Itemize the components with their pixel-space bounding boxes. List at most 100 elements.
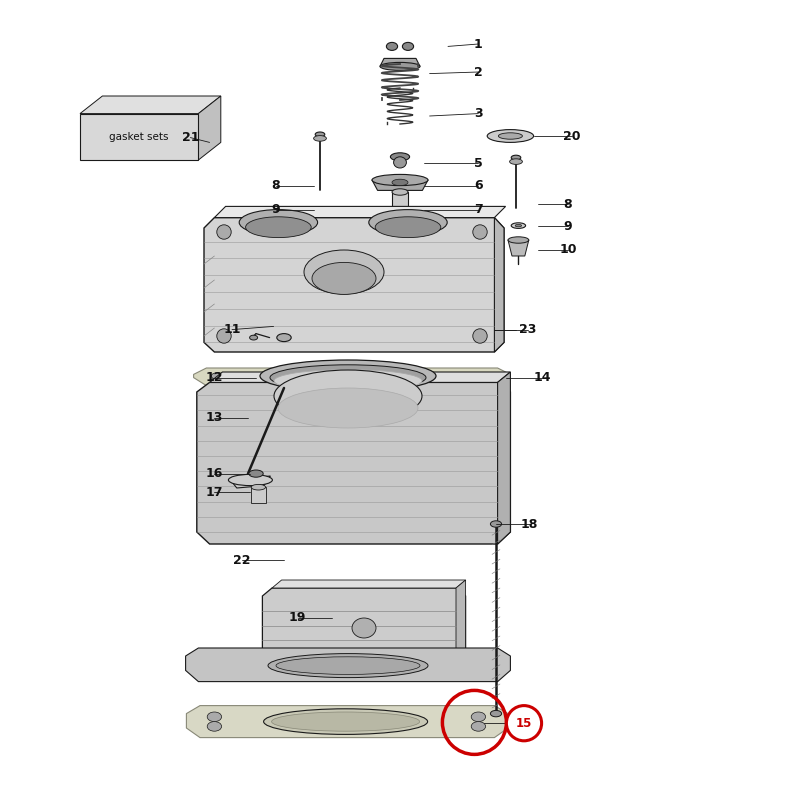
Ellipse shape <box>394 157 406 168</box>
Polygon shape <box>272 580 466 588</box>
Ellipse shape <box>490 710 502 717</box>
Polygon shape <box>214 206 506 218</box>
Text: 11: 11 <box>223 323 241 336</box>
Text: 18: 18 <box>521 518 538 530</box>
Ellipse shape <box>473 225 487 239</box>
Ellipse shape <box>375 217 441 238</box>
Ellipse shape <box>312 262 376 294</box>
Text: 19: 19 <box>289 611 306 624</box>
Ellipse shape <box>473 329 487 343</box>
Ellipse shape <box>217 329 231 343</box>
Text: 8: 8 <box>272 179 280 192</box>
Polygon shape <box>372 180 428 190</box>
Ellipse shape <box>304 250 384 294</box>
Text: gasket sets: gasket sets <box>110 132 169 142</box>
Ellipse shape <box>270 368 426 392</box>
Ellipse shape <box>272 712 420 731</box>
Text: 21: 21 <box>182 131 199 144</box>
Text: 7: 7 <box>474 203 482 216</box>
Ellipse shape <box>515 224 522 227</box>
Text: 2: 2 <box>474 66 482 78</box>
Text: 3: 3 <box>474 107 482 120</box>
Ellipse shape <box>270 365 426 390</box>
Polygon shape <box>204 218 504 352</box>
Ellipse shape <box>472 378 485 384</box>
Text: 15: 15 <box>516 717 532 730</box>
Polygon shape <box>80 96 221 114</box>
Ellipse shape <box>248 376 261 382</box>
Ellipse shape <box>211 373 224 379</box>
Ellipse shape <box>274 370 422 422</box>
Ellipse shape <box>249 470 263 477</box>
Polygon shape <box>494 218 504 352</box>
Text: 14: 14 <box>534 371 551 384</box>
Text: 13: 13 <box>206 411 223 424</box>
Text: 9: 9 <box>564 220 572 233</box>
Ellipse shape <box>217 225 231 239</box>
Bar <box>80 114 198 160</box>
Ellipse shape <box>318 209 326 212</box>
Ellipse shape <box>487 130 534 142</box>
Ellipse shape <box>402 42 414 50</box>
Ellipse shape <box>511 223 526 229</box>
Text: 9: 9 <box>272 203 280 216</box>
Text: 23: 23 <box>519 323 537 336</box>
Text: 8: 8 <box>564 198 572 210</box>
Ellipse shape <box>243 374 266 385</box>
Polygon shape <box>186 648 510 682</box>
Ellipse shape <box>264 709 428 734</box>
Polygon shape <box>498 372 510 544</box>
Text: 5: 5 <box>474 157 482 170</box>
Ellipse shape <box>246 217 311 238</box>
Polygon shape <box>508 240 529 256</box>
Circle shape <box>506 706 542 741</box>
Ellipse shape <box>276 657 420 674</box>
Polygon shape <box>230 476 270 488</box>
Text: 6: 6 <box>474 179 482 192</box>
Ellipse shape <box>274 370 422 392</box>
Ellipse shape <box>278 371 418 389</box>
Ellipse shape <box>278 388 418 428</box>
Ellipse shape <box>251 484 266 490</box>
Text: 10: 10 <box>559 243 577 256</box>
Ellipse shape <box>207 712 222 722</box>
Ellipse shape <box>490 521 502 527</box>
Ellipse shape <box>207 722 222 731</box>
Text: 22: 22 <box>233 554 250 566</box>
Bar <box>392 192 408 222</box>
Polygon shape <box>380 58 420 66</box>
Ellipse shape <box>472 373 485 379</box>
Polygon shape <box>197 382 510 544</box>
Ellipse shape <box>390 153 410 161</box>
Polygon shape <box>198 96 221 160</box>
Ellipse shape <box>392 219 408 226</box>
Text: 17: 17 <box>206 486 223 498</box>
Ellipse shape <box>471 712 486 722</box>
Ellipse shape <box>386 42 398 50</box>
Ellipse shape <box>498 133 522 139</box>
Ellipse shape <box>372 174 428 186</box>
Ellipse shape <box>211 378 224 384</box>
Polygon shape <box>186 706 508 738</box>
Ellipse shape <box>511 155 521 160</box>
Text: 20: 20 <box>563 130 581 142</box>
Ellipse shape <box>239 210 318 235</box>
Polygon shape <box>194 368 510 386</box>
Ellipse shape <box>268 654 428 678</box>
Ellipse shape <box>250 335 258 340</box>
Ellipse shape <box>392 179 408 186</box>
Ellipse shape <box>314 135 326 141</box>
Ellipse shape <box>229 474 272 486</box>
Ellipse shape <box>315 132 325 137</box>
Polygon shape <box>456 580 466 668</box>
Ellipse shape <box>380 62 420 70</box>
Ellipse shape <box>471 722 486 731</box>
Ellipse shape <box>277 334 291 342</box>
Bar <box>251 487 266 503</box>
Polygon shape <box>210 372 510 382</box>
Ellipse shape <box>510 158 522 164</box>
Text: 1: 1 <box>474 38 482 50</box>
Text: 16: 16 <box>206 467 223 480</box>
Ellipse shape <box>508 237 529 243</box>
Ellipse shape <box>369 210 447 235</box>
